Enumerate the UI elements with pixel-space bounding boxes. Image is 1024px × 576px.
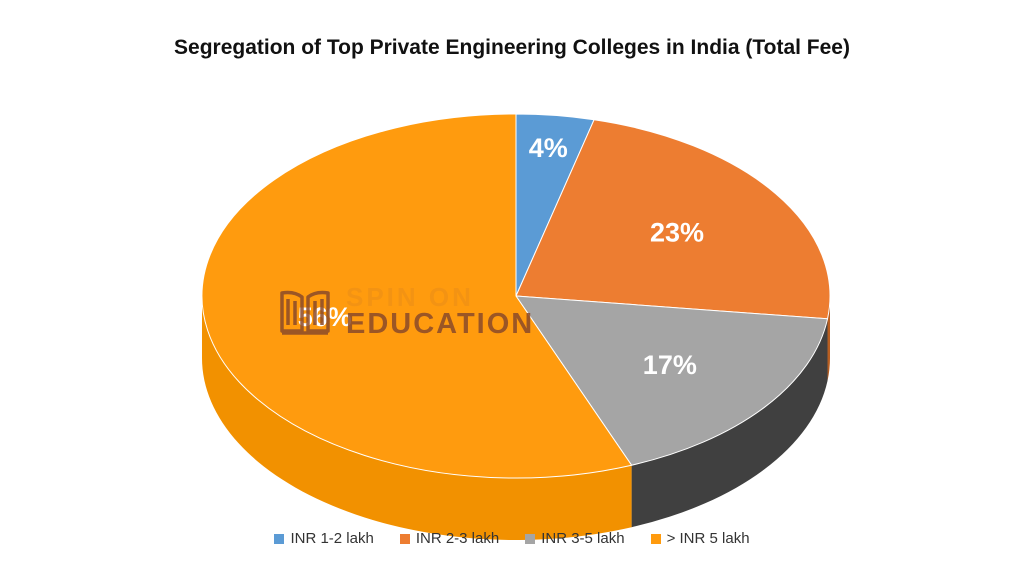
legend-swatch-3 — [650, 533, 661, 544]
chart-title: Segregation of Top Private Engineering C… — [174, 36, 850, 59]
open-book-icon — [280, 290, 330, 335]
data-label-1: 23% — [650, 218, 704, 248]
pie-side-3 — [202, 296, 632, 541]
legend-label-2: INR 3-5 lakh — [541, 530, 625, 547]
watermark: SPIN ON EDUCATION — [278, 284, 534, 339]
legend-label-1: INR 2-3 lakh — [415, 530, 500, 547]
watermark-line1: SPIN ON — [346, 282, 474, 312]
legend-swatch-1 — [399, 533, 410, 544]
pie-slice-1 — [515, 119, 831, 320]
data-label-0: 4% — [529, 133, 568, 163]
legend-item-1: INR 2-3 lakh — [399, 530, 500, 547]
watermark-line2: EDUCATION — [346, 308, 535, 340]
pie-slice-2 — [515, 295, 829, 466]
legend-label-0: INR 1-2 lakh — [290, 530, 374, 547]
legend-item-2: INR 3-5 lakh — [525, 530, 625, 547]
pie-slice-3 — [201, 113, 633, 479]
legend-label-3: > INR 5 lakh — [666, 530, 750, 547]
legend-swatch-2 — [525, 533, 536, 544]
legend-item-0: INR 1-2 lakh — [274, 530, 374, 547]
legend: INR 1-2 lakh INR 2-3 lakh INR 3-5 lakh > IN… — [0, 530, 1024, 547]
legend-swatch-0 — [274, 533, 285, 544]
pie-side-2 — [631, 318, 828, 528]
legend-item-3: > INR 5 lakh — [650, 530, 750, 547]
data-label-2: 17% — [643, 350, 697, 380]
